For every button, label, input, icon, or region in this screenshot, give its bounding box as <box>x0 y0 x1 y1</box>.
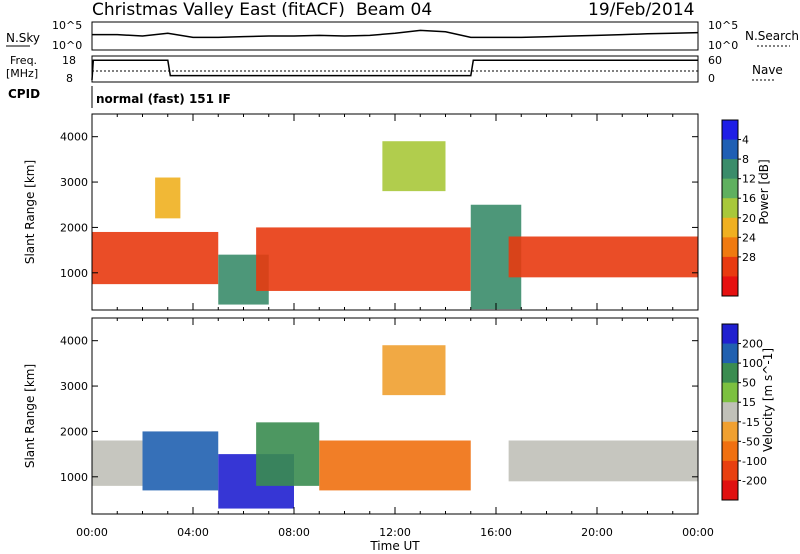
freq-label-line2: [MHz] <box>6 67 38 80</box>
beam-label: Beam 04 <box>356 0 432 20</box>
noise-left-label: N.Sky <box>6 31 40 45</box>
colorbar-segment-5 <box>722 217 738 238</box>
colorbar-segment-7 <box>722 460 738 481</box>
colorbar-segment-3 <box>722 382 738 403</box>
freq-left-tick-bottom: 8 <box>66 72 73 85</box>
colorbar-segment-6 <box>722 441 738 462</box>
time-tick-label: 16:00 <box>480 526 512 539</box>
colorbar-tick-label: 100 <box>742 357 763 370</box>
colorbar-segment-2 <box>722 159 738 180</box>
echo-region-3 <box>256 422 320 486</box>
y-tick-label: 4000 <box>60 335 88 348</box>
noise-right-tick-top: 10^5 <box>708 19 738 32</box>
velocity-echo-regions <box>92 345 698 509</box>
echo-region-6 <box>508 236 698 278</box>
noise-left-tick-top: 10^5 <box>52 19 82 32</box>
time-tick-label: 00:00 <box>682 526 714 539</box>
y-tick-label: 2000 <box>60 221 88 234</box>
colorbar-tick-label: 20 <box>742 212 756 225</box>
freq-right-tick-top: 60 <box>708 54 722 67</box>
time-axis-label: Time UT <box>369 539 420 553</box>
colorbar-tick-label: 50 <box>742 377 756 390</box>
colorbar-segment-0 <box>722 120 738 141</box>
noise-right-tick-bottom: 10^0 <box>708 39 738 52</box>
colorbar-tick-label: 12 <box>742 173 756 186</box>
noise-right-label: N.Search <box>745 29 799 43</box>
power-colorbar-label: Power [dB] <box>757 159 771 224</box>
colorbar-segment-4 <box>722 402 738 423</box>
time-tick-label: 00:00 <box>76 526 108 539</box>
power-echo-regions <box>92 141 698 310</box>
y-tick-label: 3000 <box>60 380 88 393</box>
time-tick-label: 04:00 <box>177 526 209 539</box>
noise-panel-frame <box>91 21 699 51</box>
cpid-value: normal (fast) 151 IF <box>96 92 231 106</box>
colorbar-segment-1 <box>722 139 738 160</box>
echo-region-0 <box>92 440 143 486</box>
colorbar-tick-label: 4 <box>742 134 749 147</box>
echo-region-1 <box>155 177 181 219</box>
y-tick-label: 1000 <box>60 471 88 484</box>
echo-region-0 <box>92 231 219 285</box>
colorbar-segment-1 <box>722 343 738 364</box>
colorbar-tick-label: 24 <box>742 231 756 244</box>
time-tick-label: 20:00 <box>581 526 613 539</box>
colorbar-segment-8 <box>722 276 738 297</box>
y-tick-label: 4000 <box>60 131 88 144</box>
y-tick-label: 2000 <box>60 425 88 438</box>
colorbar-tick-label: 16 <box>742 192 756 205</box>
colorbar-tick-label: 28 <box>742 251 756 264</box>
colorbar-tick-label: 200 <box>742 338 763 351</box>
frequency-panel: Freq. [MHz] 18 8 60 0 Nave <box>6 54 783 85</box>
colorbar-segment-8 <box>722 480 738 501</box>
colorbar-tick-label: -100 <box>742 455 767 468</box>
freq-label-line1: Freq. <box>10 54 37 67</box>
colorbar-segment-2 <box>722 363 738 384</box>
colorbar-tick-label: 8 <box>742 153 749 166</box>
colorbar-segment-0 <box>722 324 738 345</box>
echo-region-4 <box>382 141 446 192</box>
colorbar-tick-label: -50 <box>742 435 760 448</box>
echo-region-3 <box>256 227 471 291</box>
colorbar-tick-label: 15 <box>742 396 756 409</box>
colorbar-segment-6 <box>722 237 738 258</box>
figure-title: Christmas Valley East (fitACF) <box>92 0 345 20</box>
noise-left-tick-bottom: 10^0 <box>52 39 82 52</box>
colorbar-frame <box>721 119 739 297</box>
freq-right-tick-bottom: 0 <box>708 72 715 85</box>
colorbar-tick-label: -15 <box>742 416 760 429</box>
echo-region-4 <box>319 440 471 491</box>
colorbar-segment-4 <box>722 198 738 219</box>
frequency-series-line <box>91 59 698 81</box>
time-tick-label: 08:00 <box>278 526 310 539</box>
velocity-ylabel: Slant Range [km] <box>23 364 37 468</box>
noise-series-line <box>92 29 699 39</box>
time-tick-label: 12:00 <box>379 526 411 539</box>
power-panel: 1000 2000 3000 4000 Slant Range [km] 4 8 12 16… <box>23 113 771 311</box>
velocity-colorbar-label: Velocity [m s^-1] <box>761 348 775 452</box>
freq-left-tick-top: 18 <box>62 54 76 67</box>
colorbar-segment-3 <box>722 178 738 199</box>
colorbar-segment-7 <box>722 256 738 277</box>
echo-region-1 <box>142 431 219 491</box>
y-tick-label: 1000 <box>60 267 88 280</box>
colorbar-frame <box>721 323 739 501</box>
y-tick-label: 3000 <box>60 176 88 189</box>
cpid-label: CPID <box>8 87 40 101</box>
colorbar-tick-label: -200 <box>742 474 767 487</box>
noise-panel: N.Sky 10^5 10^0 10^5 10^0 N.Search <box>6 19 799 52</box>
nave-label: Nave <box>752 63 783 77</box>
power-ylabel: Slant Range [km] <box>23 160 37 264</box>
date-label: 19/Feb/2014 <box>588 0 694 20</box>
colorbar-segment-5 <box>722 421 738 442</box>
velocity-panel: 1000 2000 3000 4000 Slant Range [km] 200 100… <box>23 317 775 553</box>
echo-region-6 <box>508 440 698 482</box>
echo-region-5 <box>382 345 446 396</box>
